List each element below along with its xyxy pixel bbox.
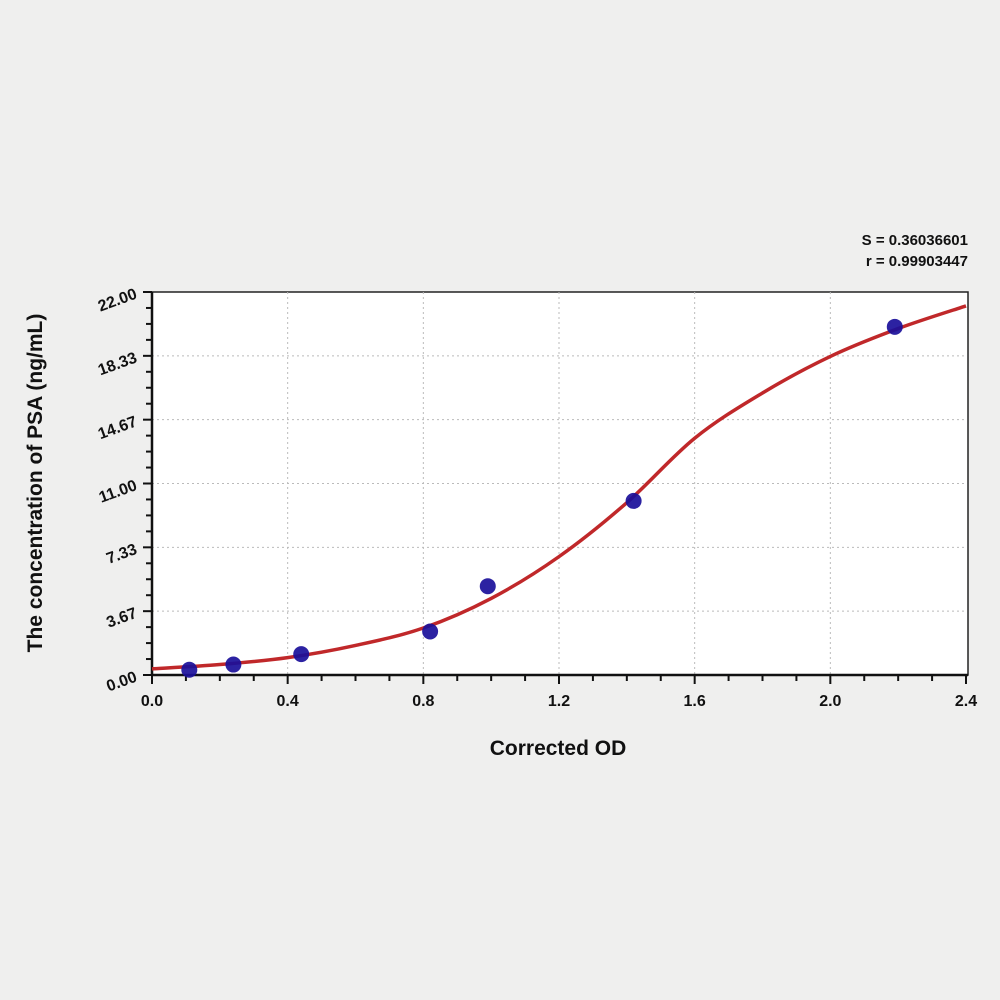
data-point <box>422 623 439 640</box>
y-tick-label: 7.33 <box>104 541 139 568</box>
y-tick-label: 0.00 <box>104 669 139 696</box>
x-axis-label: Corrected OD <box>490 737 627 760</box>
x-tick-label: 0.4 <box>277 693 299 710</box>
s-value: S = 0.36036601 <box>861 232 968 249</box>
data-point <box>225 656 242 673</box>
r-value: r = 0.99903447 <box>865 253 968 270</box>
fit-curve <box>151 304 967 671</box>
data-point <box>181 661 198 678</box>
x-tick-label: 0.0 <box>141 693 163 710</box>
x-tick-label: 1.2 <box>548 693 570 710</box>
y-tick-label: 3.67 <box>104 605 139 632</box>
y-tick-label: 11.00 <box>97 477 140 506</box>
y-tick-label: 18.33 <box>96 350 140 380</box>
y-tick-label: 14.67 <box>96 413 140 443</box>
data-point <box>886 318 903 335</box>
data-point <box>293 646 310 663</box>
x-tick-label: 2.0 <box>819 693 841 710</box>
x-tick-label: 1.6 <box>684 693 706 710</box>
data-point <box>479 578 496 595</box>
y-axis-label: The concentration of PSA (ng/mL) <box>24 314 47 653</box>
y-tick-label: 22.00 <box>96 286 140 316</box>
x-tick-label: 2.4 <box>955 693 977 710</box>
grid <box>152 292 966 675</box>
x-tick-label: 0.8 <box>412 693 434 710</box>
fit-statistics: S = 0.36036601 r = 0.99903447 <box>862 230 968 272</box>
data-point <box>625 492 642 509</box>
data-points <box>181 318 903 678</box>
